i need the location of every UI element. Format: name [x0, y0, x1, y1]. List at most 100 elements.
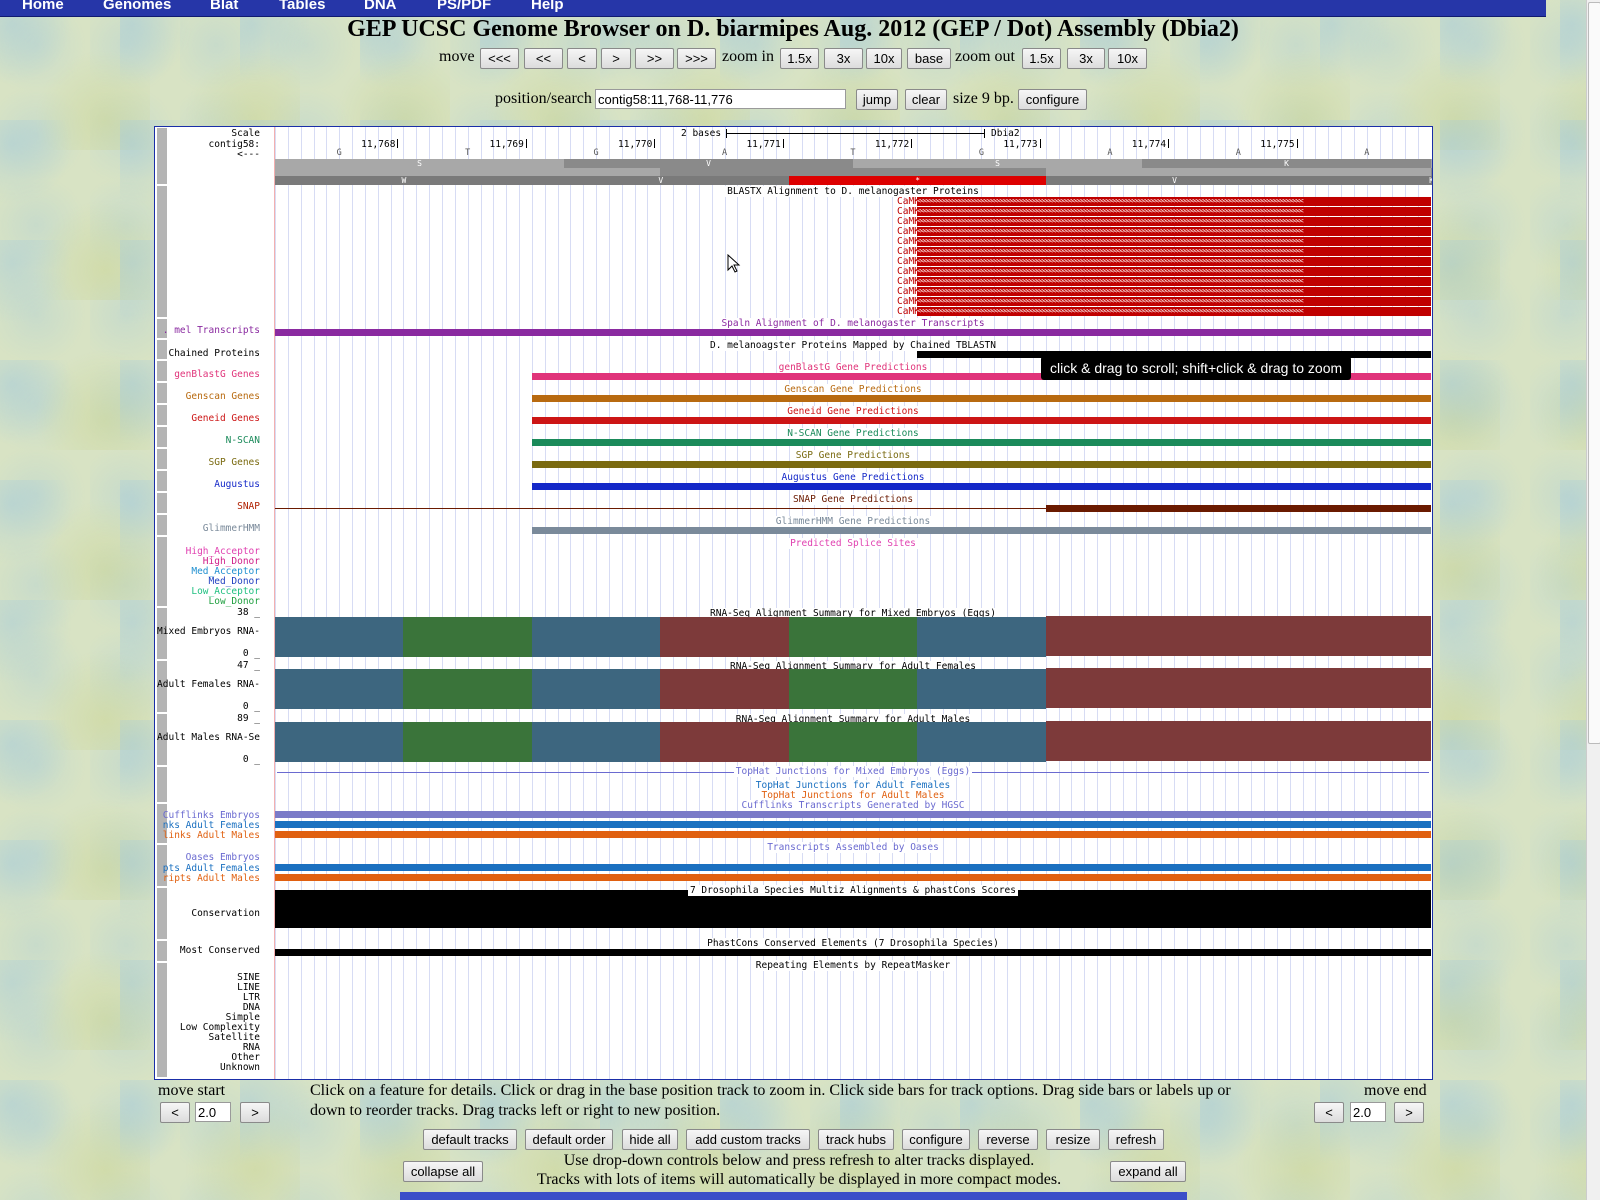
- rna-coverage-bar[interactable]: [1045, 721, 1175, 761]
- splice-high-donor-label[interactable]: High_Donor: [202, 556, 260, 567]
- chained-feature[interactable]: [917, 351, 1431, 358]
- augustus-label[interactable]: Augustus: [214, 479, 260, 490]
- repeat-class-label[interactable]: RNA: [242, 1042, 260, 1053]
- collapse-all-button[interactable]: collapse all: [403, 1161, 483, 1182]
- side-bar-chained[interactable]: [157, 340, 167, 360]
- camkii-feature[interactable]: <<<<<<<<<<<<<<<<<<<<<<<<<<<<<<<<<<<<<<<<…: [917, 237, 1431, 246]
- move-left-button[interactable]: <: [567, 48, 597, 69]
- nav-blat[interactable]: Blat: [210, 0, 239, 13]
- sgp-label[interactable]: SGP Genes: [208, 457, 260, 468]
- repeat-class-label[interactable]: Unknown: [219, 1062, 260, 1073]
- mel-transcripts-label[interactable]: . mel Transcripts: [162, 325, 260, 336]
- cufflinks-females-feature[interactable]: [275, 821, 1431, 828]
- camkii-feature[interactable]: <<<<<<<<<<<<<<<<<<<<<<<<<<<<<<<<<<<<<<<<…: [917, 307, 1431, 316]
- rna-coverage-bar[interactable]: [1045, 616, 1175, 656]
- repeat-class-label[interactable]: Satellite: [208, 1032, 260, 1043]
- side-bar-splice[interactable]: [157, 537, 167, 607]
- side-bar-geneid[interactable]: [157, 405, 167, 426]
- camkii-feature[interactable]: <<<<<<<<<<<<<<<<<<<<<<<<<<<<<<<<<<<<<<<<…: [917, 227, 1431, 236]
- glimmer-label[interactable]: GlimmerHMM: [202, 523, 260, 534]
- side-bar-genblast[interactable]: [157, 361, 167, 382]
- add-custom-tracks-button[interactable]: add custom tracks: [686, 1129, 810, 1150]
- rna-coverage-bar[interactable]: [1302, 668, 1432, 708]
- rna-coverage-bar[interactable]: [1174, 668, 1304, 708]
- side-bar-repeatmasker[interactable]: [157, 963, 167, 1078]
- rna-coverage-bar[interactable]: [1302, 721, 1432, 761]
- rna-coverage-bar[interactable]: [1174, 616, 1304, 656]
- splice-med-acceptor-label[interactable]: Med_Acceptor: [191, 566, 260, 577]
- repeat-class-label[interactable]: DNA: [242, 1002, 260, 1013]
- camkii-feature[interactable]: <<<<<<<<<<<<<<<<<<<<<<<<<<<<<<<<<<<<<<<<…: [917, 277, 1431, 286]
- nscan-label[interactable]: N-SCAN: [225, 435, 260, 446]
- side-bar-ruler[interactable]: [157, 128, 167, 185]
- rna-coverage-bar[interactable]: [917, 722, 1047, 762]
- zoom-in-1-5x-button[interactable]: 1.5x: [780, 48, 819, 69]
- side-bar-rna-females[interactable]: [157, 661, 167, 713]
- geneid-feature[interactable]: [532, 417, 1431, 424]
- nav-help[interactable]: Help: [531, 0, 564, 13]
- rna-males-label[interactable]: Adult Males RNA-Se: [157, 732, 260, 743]
- rna-embryos-label[interactable]: Mixed Embryos RNA-: [157, 626, 260, 637]
- jump-button[interactable]: jump: [856, 89, 898, 110]
- zoom-out-1-5x-button[interactable]: 1.5x: [1022, 48, 1061, 69]
- rna-coverage-bar[interactable]: [275, 669, 404, 709]
- zoom-in-10x-button[interactable]: 10x: [866, 48, 902, 69]
- side-bar-augustus[interactable]: [157, 471, 167, 492]
- cufflinks-males-label[interactable]: links Adult Males: [162, 830, 260, 841]
- move-start-right-button[interactable]: >: [240, 1102, 270, 1123]
- move-end-left-button[interactable]: <: [1314, 1102, 1344, 1123]
- camkii-feature[interactable]: <<<<<<<<<<<<<<<<<<<<<<<<<<<<<<<<<<<<<<<<…: [917, 247, 1431, 256]
- refresh-button[interactable]: refresh: [1108, 1129, 1164, 1150]
- move-start-left-button[interactable]: <: [160, 1102, 190, 1123]
- splice-high-acceptor-label[interactable]: High_Acceptor: [185, 546, 260, 557]
- camkii-feature[interactable]: <<<<<<<<<<<<<<<<<<<<<<<<<<<<<<<<<<<<<<<<…: [917, 287, 1431, 296]
- geneid-label[interactable]: Geneid Genes: [191, 413, 260, 424]
- side-bar-genscan[interactable]: [157, 383, 167, 404]
- default-tracks-button[interactable]: default tracks: [423, 1129, 517, 1150]
- nav-home[interactable]: Home: [22, 0, 64, 13]
- rna-coverage-bar[interactable]: [403, 722, 533, 762]
- rna-coverage-bar[interactable]: [1302, 616, 1432, 656]
- side-bar-oases[interactable]: [157, 845, 167, 887]
- side-bar-rna-males[interactable]: [157, 714, 167, 766]
- resize-button[interactable]: resize: [1046, 1129, 1100, 1150]
- move-end-input[interactable]: [1350, 1102, 1386, 1122]
- rna-coverage-bar[interactable]: [531, 722, 661, 762]
- repeat-class-label[interactable]: Other: [231, 1052, 260, 1063]
- configure-top-button[interactable]: configure: [1018, 89, 1087, 110]
- move-left-more-button[interactable]: <<: [524, 48, 563, 69]
- track-image[interactable]: Scale contig58: <--- 2 bases Dbia2 11,76…: [154, 126, 1433, 1080]
- snap-label[interactable]: SNAP: [237, 501, 260, 512]
- camkii-feature[interactable]: <<<<<<<<<<<<<<<<<<<<<<<<<<<<<<<<<<<<<<<<…: [917, 197, 1431, 206]
- genscan-label[interactable]: Genscan Genes: [185, 391, 260, 402]
- cufflinks-males-feature[interactable]: [275, 831, 1431, 838]
- repeat-class-label[interactable]: LTR: [242, 992, 260, 1003]
- rna-coverage-bar[interactable]: [1045, 668, 1175, 708]
- rna-coverage-bar[interactable]: [275, 617, 404, 657]
- repeat-class-label[interactable]: LINE: [237, 982, 260, 993]
- rna-coverage-bar[interactable]: [917, 617, 1047, 657]
- zoom-base-button[interactable]: base: [907, 48, 951, 69]
- move-right-far-button[interactable]: >>>: [677, 48, 716, 69]
- camkii-feature[interactable]: <<<<<<<<<<<<<<<<<<<<<<<<<<<<<<<<<<<<<<<<…: [917, 207, 1431, 216]
- augustus-feature[interactable]: [532, 483, 1431, 490]
- oases-males-label[interactable]: ripts Adult Males: [162, 873, 260, 884]
- chained-label[interactable]: Chained Proteins: [168, 348, 260, 359]
- nav-tables[interactable]: Tables: [279, 0, 326, 13]
- splice-low-acceptor-label[interactable]: Low_Acceptor: [191, 586, 260, 597]
- rna-coverage-bar[interactable]: [531, 669, 661, 709]
- position-search-input[interactable]: [595, 89, 846, 109]
- side-bar-tophat[interactable]: [157, 767, 167, 803]
- side-bar-most-conserved[interactable]: [157, 941, 167, 962]
- rna-coverage-bar[interactable]: [660, 617, 790, 657]
- rna-coverage-bar[interactable]: [1174, 721, 1304, 761]
- scrollbar-thumb[interactable]: [1588, 2, 1600, 744]
- rna-coverage-bar[interactable]: [788, 722, 918, 762]
- configure-bottom-button[interactable]: configure: [902, 1129, 970, 1150]
- side-bar-mel-transcripts[interactable]: [157, 319, 167, 339]
- cufflinks-embryos-label[interactable]: Cufflinks Embryos: [162, 810, 260, 821]
- oases-embryos-label[interactable]: Oases Embryos: [185, 852, 260, 863]
- repeat-class-label[interactable]: Low Complexity: [179, 1022, 260, 1033]
- rna-coverage-bar[interactable]: [403, 669, 533, 709]
- rna-coverage-bar[interactable]: [788, 617, 918, 657]
